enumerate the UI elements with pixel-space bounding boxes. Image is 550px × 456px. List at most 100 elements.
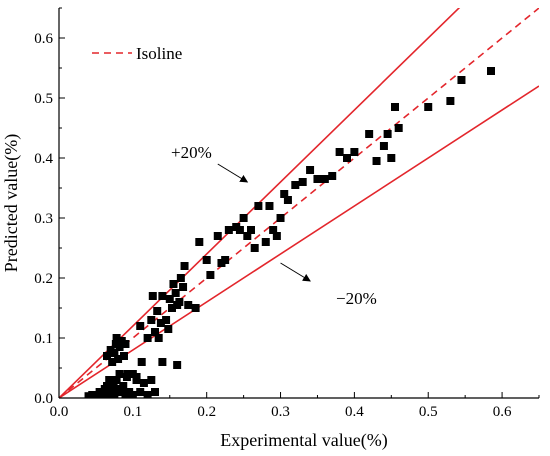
data-point bbox=[387, 154, 396, 162]
legend-isoline-label: Isoline bbox=[136, 44, 182, 63]
data-point bbox=[110, 391, 119, 398]
data-point bbox=[239, 214, 248, 222]
data-point bbox=[153, 307, 162, 315]
x-axis-title: Experimental value(%) bbox=[220, 430, 387, 451]
data-point bbox=[372, 157, 381, 165]
x-tick-label: 0.0 bbox=[50, 404, 69, 420]
data-point bbox=[179, 283, 188, 291]
data-point bbox=[206, 271, 215, 279]
data-point bbox=[235, 226, 244, 234]
data-point bbox=[143, 391, 152, 398]
data-point bbox=[313, 175, 322, 183]
data-point bbox=[114, 355, 123, 363]
x-tick-label: 0.6 bbox=[493, 404, 512, 420]
data-point bbox=[176, 274, 185, 282]
x-tick-label: 0.4 bbox=[345, 404, 364, 420]
data-point bbox=[276, 214, 285, 222]
data-point bbox=[213, 232, 222, 240]
data-point bbox=[99, 391, 108, 398]
data-point bbox=[103, 352, 111, 360]
data-point bbox=[487, 67, 495, 75]
data-point bbox=[202, 256, 211, 264]
data-point bbox=[343, 154, 351, 162]
data-point bbox=[250, 244, 259, 252]
x-tick-label: 0.3 bbox=[271, 404, 290, 420]
annotation-arrow bbox=[217, 163, 249, 183]
data-point bbox=[457, 76, 466, 84]
data-point bbox=[162, 316, 171, 324]
data-point bbox=[221, 256, 230, 264]
y-tick-label: 0.6 bbox=[34, 31, 53, 47]
data-point bbox=[195, 238, 204, 246]
data-point bbox=[171, 289, 180, 297]
y-tick-label: 0.0 bbox=[34, 391, 53, 407]
data-point bbox=[117, 388, 126, 396]
data-point bbox=[265, 202, 274, 210]
data-point bbox=[136, 388, 145, 396]
x-tick-label: 0.5 bbox=[419, 404, 438, 420]
data-point bbox=[365, 130, 374, 138]
data-point bbox=[147, 316, 156, 324]
data-point bbox=[306, 166, 315, 174]
data-point bbox=[173, 361, 182, 369]
data-point bbox=[280, 190, 289, 198]
y-tick-label: 0.5 bbox=[34, 91, 53, 107]
data-point bbox=[261, 238, 270, 246]
data-point bbox=[108, 358, 117, 366]
data-point bbox=[151, 328, 159, 336]
data-point bbox=[391, 103, 399, 111]
data-point bbox=[164, 325, 173, 333]
data-point bbox=[291, 181, 300, 189]
data-point bbox=[143, 334, 152, 342]
data-point bbox=[110, 349, 119, 357]
y-tick-label: 0.2 bbox=[34, 271, 53, 287]
data-point bbox=[298, 178, 307, 186]
data-point bbox=[109, 382, 118, 390]
data-point bbox=[154, 334, 163, 342]
minus-20-label: −20% bbox=[336, 289, 377, 308]
minus-20-line bbox=[59, 85, 539, 398]
data-point bbox=[335, 148, 344, 156]
data-point bbox=[132, 373, 141, 381]
x-tick-label: 0.2 bbox=[197, 404, 216, 420]
data-point bbox=[350, 148, 359, 156]
data-point bbox=[147, 376, 156, 384]
y-tick-label: 0.4 bbox=[34, 151, 53, 167]
data-point bbox=[320, 175, 329, 183]
data-point bbox=[379, 142, 388, 150]
data-point bbox=[139, 379, 148, 387]
data-point bbox=[446, 97, 455, 105]
y-axis-title: Predicted value(%) bbox=[1, 134, 22, 272]
data-point bbox=[175, 298, 184, 306]
data-point bbox=[103, 382, 111, 390]
data-point bbox=[123, 370, 132, 378]
data-point bbox=[328, 172, 337, 180]
data-point bbox=[383, 130, 392, 138]
isoline bbox=[59, 8, 539, 398]
data-point bbox=[191, 304, 200, 312]
data-point bbox=[119, 382, 128, 390]
x-tick-label: 0.1 bbox=[123, 404, 142, 420]
data-point bbox=[254, 202, 263, 210]
y-tick-label: 0.3 bbox=[34, 211, 53, 227]
data-point bbox=[269, 226, 278, 234]
data-point bbox=[119, 352, 128, 360]
data-point bbox=[151, 388, 159, 396]
data-point bbox=[167, 304, 176, 312]
data-point bbox=[136, 322, 145, 330]
data-point bbox=[283, 196, 292, 204]
y-tick-label: 0.1 bbox=[34, 331, 53, 347]
data-point bbox=[121, 340, 130, 348]
data-point bbox=[156, 319, 165, 327]
data-point bbox=[272, 232, 281, 240]
data-point bbox=[158, 358, 167, 366]
data-point bbox=[424, 103, 433, 111]
data-point bbox=[115, 343, 124, 351]
data-point bbox=[243, 232, 252, 240]
data-point bbox=[169, 280, 178, 288]
data-point bbox=[247, 226, 255, 234]
data-point bbox=[137, 358, 146, 366]
annotation-arrow bbox=[280, 262, 311, 282]
data-point bbox=[112, 334, 121, 342]
data-point bbox=[115, 370, 124, 378]
